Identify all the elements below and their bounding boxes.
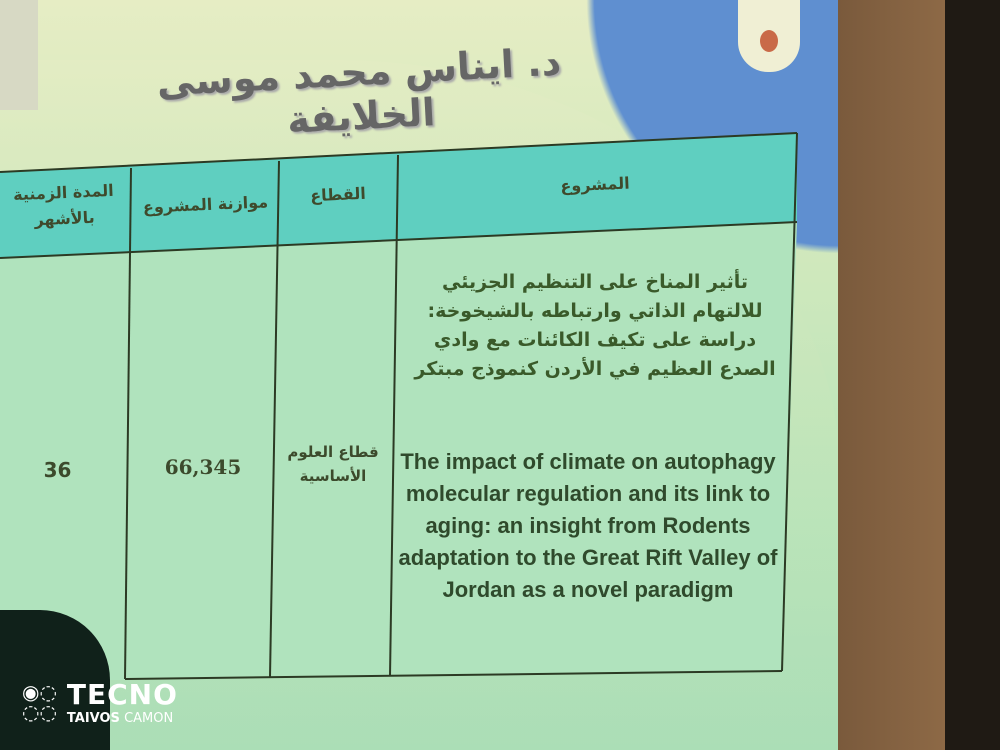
watermark-brand: TECNO bbox=[66, 678, 178, 711]
sector-value: قطاع العلوم الأساسية bbox=[287, 443, 379, 485]
header-duration: المدة الزمنية بالأشهر bbox=[12, 180, 115, 230]
duration-value: 36 bbox=[43, 458, 72, 482]
project-title-arabic: تأثير المناخ على التنظيم الجزيئي للالتها… bbox=[414, 271, 776, 380]
table-header-fill bbox=[0, 133, 797, 258]
institution-logo bbox=[0, 0, 38, 110]
dark-wall bbox=[945, 0, 1000, 750]
camera-watermark: ◉◌ ◌◌ TECNO TAIVOS CAMON bbox=[22, 678, 178, 726]
project-title-english: The impact of climate on autophagy molec… bbox=[398, 449, 778, 602]
camera-logo-icon: ◉◌ ◌◌ bbox=[22, 680, 57, 724]
project-table-grid bbox=[0, 132, 798, 680]
audience-head-silhouette bbox=[0, 610, 110, 750]
jordan-emblem-logo bbox=[738, 0, 800, 72]
watermark-line3: CAMON bbox=[124, 711, 174, 726]
watermark-line2: TAIVOS bbox=[66, 711, 120, 726]
screen-frame bbox=[838, 0, 945, 750]
table-body-fill bbox=[0, 222, 797, 680]
budget-value: 66,345 bbox=[164, 455, 242, 479]
